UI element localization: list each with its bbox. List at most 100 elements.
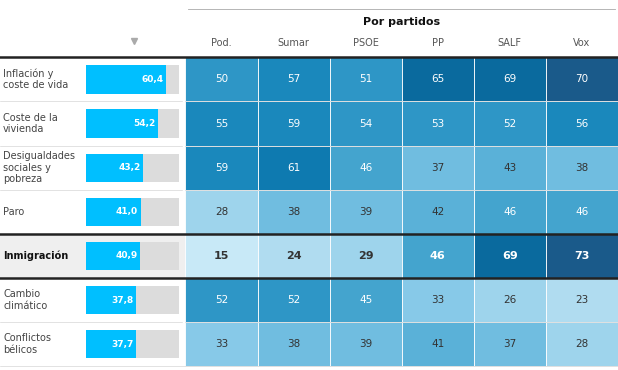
- Text: Vox: Vox: [574, 38, 591, 48]
- Bar: [474, 234, 546, 278]
- Text: 52: 52: [287, 295, 300, 305]
- Text: Pod.: Pod.: [211, 38, 232, 48]
- Text: 41,0: 41,0: [116, 207, 138, 216]
- Text: 26: 26: [503, 295, 517, 305]
- Text: Coste de la
vivienda: Coste de la vivienda: [3, 113, 58, 134]
- Text: 52: 52: [215, 295, 228, 305]
- Text: 59: 59: [287, 118, 300, 128]
- Text: Paro: Paro: [3, 207, 24, 217]
- Bar: [474, 101, 546, 146]
- Text: PSOE: PSOE: [353, 38, 379, 48]
- Text: 55: 55: [215, 118, 228, 128]
- Bar: [546, 234, 618, 278]
- Bar: [402, 101, 474, 146]
- Bar: [185, 190, 258, 234]
- Bar: [546, 146, 618, 190]
- Text: 53: 53: [431, 118, 444, 128]
- Bar: [546, 322, 618, 366]
- Text: 73: 73: [574, 251, 590, 261]
- Text: 29: 29: [358, 251, 373, 261]
- Bar: [185, 278, 258, 322]
- Text: 56: 56: [575, 118, 588, 128]
- Bar: [546, 278, 618, 322]
- Bar: [329, 322, 402, 366]
- Text: 46: 46: [359, 163, 372, 173]
- Bar: [258, 57, 329, 101]
- Text: 51: 51: [359, 74, 372, 84]
- Text: 54,2: 54,2: [133, 119, 156, 128]
- Text: 46: 46: [430, 251, 446, 261]
- Text: Sumar: Sumar: [277, 38, 310, 48]
- Text: 40,9: 40,9: [116, 252, 138, 260]
- Text: 39: 39: [359, 339, 372, 349]
- Bar: [86, 154, 179, 182]
- Bar: [86, 65, 179, 94]
- Bar: [185, 322, 258, 366]
- Text: 69: 69: [503, 74, 517, 84]
- Text: 38: 38: [287, 339, 300, 349]
- Bar: [258, 101, 329, 146]
- Bar: [86, 154, 143, 182]
- Text: 37: 37: [431, 163, 444, 173]
- Text: 69: 69: [502, 251, 518, 261]
- Text: SALF: SALF: [498, 38, 522, 48]
- Bar: [474, 322, 546, 366]
- Text: Cambio
climático: Cambio climático: [3, 289, 48, 311]
- Bar: [86, 242, 179, 270]
- Text: 15: 15: [214, 251, 229, 261]
- Bar: [0, 234, 618, 278]
- Text: 57: 57: [287, 74, 300, 84]
- Text: 37: 37: [503, 339, 517, 349]
- Bar: [258, 234, 329, 278]
- Text: 38: 38: [575, 163, 588, 173]
- Bar: [329, 101, 402, 146]
- Bar: [402, 322, 474, 366]
- Bar: [86, 65, 166, 94]
- Bar: [546, 190, 618, 234]
- Text: PP: PP: [432, 38, 444, 48]
- Bar: [402, 190, 474, 234]
- Bar: [546, 101, 618, 146]
- Bar: [185, 57, 258, 101]
- Bar: [185, 101, 258, 146]
- Text: 54: 54: [359, 118, 372, 128]
- Bar: [329, 190, 402, 234]
- Bar: [258, 146, 329, 190]
- Text: 37,7: 37,7: [111, 340, 133, 349]
- Text: 46: 46: [575, 207, 588, 217]
- Text: Inflación y
coste de vida: Inflación y coste de vida: [3, 68, 69, 91]
- Text: 43,2: 43,2: [119, 163, 141, 172]
- Bar: [86, 110, 179, 138]
- Bar: [86, 198, 140, 226]
- Bar: [86, 330, 136, 359]
- Text: Por partidos: Por partidos: [363, 17, 440, 27]
- Text: 50: 50: [215, 74, 228, 84]
- Bar: [185, 234, 258, 278]
- Text: 28: 28: [215, 207, 228, 217]
- Text: 60,4: 60,4: [142, 75, 164, 84]
- Bar: [86, 198, 179, 226]
- Text: 45: 45: [359, 295, 372, 305]
- Bar: [474, 278, 546, 322]
- Text: 43: 43: [503, 163, 517, 173]
- Text: 41: 41: [431, 339, 444, 349]
- Text: 65: 65: [431, 74, 444, 84]
- Text: 39: 39: [359, 207, 372, 217]
- Text: 59: 59: [215, 163, 228, 173]
- Bar: [474, 146, 546, 190]
- Bar: [86, 286, 179, 314]
- Text: Desigualdades
sociales y
pobreza: Desigualdades sociales y pobreza: [3, 151, 75, 184]
- Text: 28: 28: [575, 339, 588, 349]
- Bar: [329, 146, 402, 190]
- Text: 33: 33: [215, 339, 228, 349]
- Bar: [474, 57, 546, 101]
- Bar: [329, 278, 402, 322]
- Bar: [329, 234, 402, 278]
- Text: 70: 70: [575, 74, 588, 84]
- Bar: [86, 242, 140, 270]
- Bar: [546, 57, 618, 101]
- Text: 33: 33: [431, 295, 444, 305]
- Bar: [402, 278, 474, 322]
- Text: 46: 46: [503, 207, 517, 217]
- Text: 38: 38: [287, 207, 300, 217]
